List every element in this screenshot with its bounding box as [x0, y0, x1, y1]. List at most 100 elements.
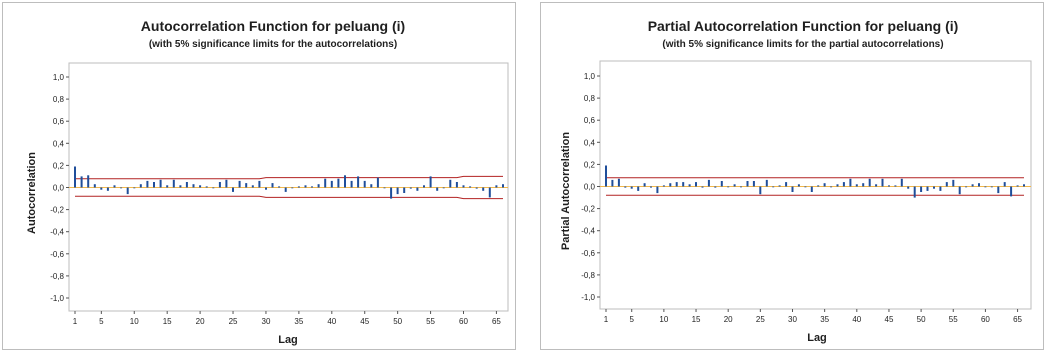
acf-bar-lag-59	[455, 182, 458, 188]
pacf-bar-lag-13	[682, 182, 685, 187]
acf-bar-lag-47	[376, 177, 379, 188]
pacf-bar-lag-56	[958, 186, 961, 195]
pacf-bar-lag-54	[945, 182, 948, 187]
pacf-bar-lag-33	[810, 186, 813, 192]
pacf-bar-lag-38	[842, 182, 845, 187]
acf-bar-lag-62	[475, 187, 478, 189]
pacf-x-tick-label: 15	[692, 315, 701, 324]
pacf-bar-lag-2	[611, 179, 614, 187]
pacf-bar-lag-40	[855, 184, 858, 187]
acf-y-tick-label: -0,6	[50, 250, 64, 259]
pacf-y-tick-label: 0,2	[584, 160, 596, 169]
acf-bar-lag-66	[502, 184, 504, 188]
acf-chart-title: Autocorrelation Function for peluang (i)	[141, 18, 405, 34]
acf-x-tick-label: 30	[262, 317, 271, 326]
acf-bar-lag-15	[166, 185, 169, 188]
acf-y-tick-label: 0,0	[53, 184, 65, 193]
pacf-bar-lag-41	[862, 183, 865, 187]
acf-chart-panel: Autocorrelation Function for peluang (i)…	[2, 2, 516, 350]
pacf-chart: Partial Autocorrelation Function for pel…	[560, 18, 1032, 344]
pacf-bar-lag-42	[868, 178, 871, 187]
acf-y-tick-label: -0,2	[50, 206, 64, 215]
pacf-bar-lag-39	[849, 178, 852, 187]
acf-bar-lag-20	[199, 185, 202, 188]
acf-bar-lag-5	[100, 187, 103, 190]
acf-y-tick-label: 1,0	[53, 73, 65, 82]
acf-y-tick-label: -1,0	[50, 294, 64, 303]
acf-x-tick-label: 25	[229, 317, 238, 326]
pacf-bar-lag-1	[605, 165, 607, 187]
acf-bar-lag-1	[74, 166, 76, 188]
acf-x-tick-label: 5	[99, 317, 104, 326]
acf-bar-lag-12	[146, 180, 149, 188]
pacf-bar-lag-65	[1016, 185, 1019, 187]
pacf-y-tick-label: -0,8	[581, 271, 595, 280]
pacf-x-tick-label: 60	[981, 315, 990, 324]
acf-x-tick-label: 40	[327, 317, 336, 326]
pacf-bar-lag-27	[772, 186, 775, 188]
pacf-y-tick-label: -0,4	[581, 227, 595, 236]
acf-bar-lag-6	[106, 187, 109, 191]
pacf-bar-lag-52	[933, 186, 935, 189]
acf-bar-lag-22	[212, 187, 215, 189]
acf-x-tick-label: 20	[196, 317, 205, 326]
acf-bar-lag-14	[159, 179, 162, 188]
pacf-y-tick-label: -0,6	[581, 249, 595, 258]
acf-bar-lag-23	[218, 182, 221, 188]
acf-x-tick-label: 1	[73, 317, 78, 326]
acf-bar-lag-36	[304, 185, 307, 188]
acf-bar-lag-7	[113, 185, 116, 188]
pacf-bar-lag-48	[907, 186, 910, 189]
acf-bar-lag-65	[495, 185, 498, 188]
acf-bar-lag-34	[291, 187, 294, 189]
acf-bar-lag-19	[192, 184, 195, 188]
pacf-x-tick-label: 50	[917, 315, 926, 324]
acf-bar-lag-25	[232, 187, 234, 192]
pacf-x-tick-label: 65	[1013, 315, 1022, 324]
pacf-bar-lag-8	[650, 186, 652, 188]
pacf-bar-lag-44	[881, 178, 884, 187]
pacf-bar-lag-19	[720, 181, 723, 187]
pacf-bar-lag-24	[752, 181, 755, 187]
acf-bar-lag-42	[344, 175, 346, 188]
acf-bar-lag-57	[442, 187, 445, 189]
pacf-bar-lag-61	[990, 186, 993, 188]
acf-upper-significance-limit	[75, 175, 503, 180]
pacf-bar-lag-46	[894, 185, 897, 187]
acf-bar-lag-43	[350, 180, 353, 188]
pacf-bar-lag-10	[662, 185, 665, 187]
acf-bar-lag-40	[330, 180, 333, 188]
acf-bar-lag-4	[93, 184, 96, 188]
acf-bar-lag-41	[337, 178, 340, 188]
pacf-bar-lag-45	[888, 185, 890, 187]
acf-bar-lag-16	[172, 179, 175, 188]
pacf-bar-lag-60	[984, 186, 987, 188]
acf-x-tick-label: 35	[294, 317, 303, 326]
acf-y-tick-label: 0,8	[53, 95, 65, 104]
acf-bar-lag-53	[416, 187, 419, 191]
pacf-x-tick-label: 35	[820, 315, 829, 324]
acf-bar-lag-54	[423, 185, 425, 188]
pacf-bar-lag-18	[714, 186, 717, 188]
pacf-bar-lag-21	[733, 184, 736, 187]
pacf-plot-frame	[599, 60, 1032, 310]
acf-bar-lag-46	[370, 184, 373, 188]
pacf-x-tick-label: 10	[659, 315, 668, 324]
acf-bar-lag-3	[87, 175, 90, 188]
pacf-y-tick-label: 0,8	[584, 94, 596, 103]
acf-bar-lag-28	[251, 185, 254, 188]
acf-bar-lag-48	[383, 187, 386, 189]
pacf-chart-subtitle: (with 5% significance limits for the par…	[662, 39, 943, 50]
pacf-bar-lag-31	[797, 184, 800, 187]
pacf-bar-lag-9	[656, 186, 659, 194]
acf-bar-lag-55	[429, 176, 432, 188]
pacf-bar-lag-64	[1010, 186, 1013, 197]
pacf-y-tick-label: -0,2	[581, 205, 595, 214]
pacf-bar-lag-58	[971, 184, 974, 187]
acf-x-tick-label: 60	[459, 317, 468, 326]
pacf-bar-lag-37	[836, 184, 839, 187]
pacf-bar-lag-32	[804, 186, 807, 188]
pacf-bar-lag-35	[823, 183, 826, 187]
pacf-bar-lag-29	[785, 182, 788, 187]
pacf-x-axis-label: Lag	[807, 332, 827, 344]
